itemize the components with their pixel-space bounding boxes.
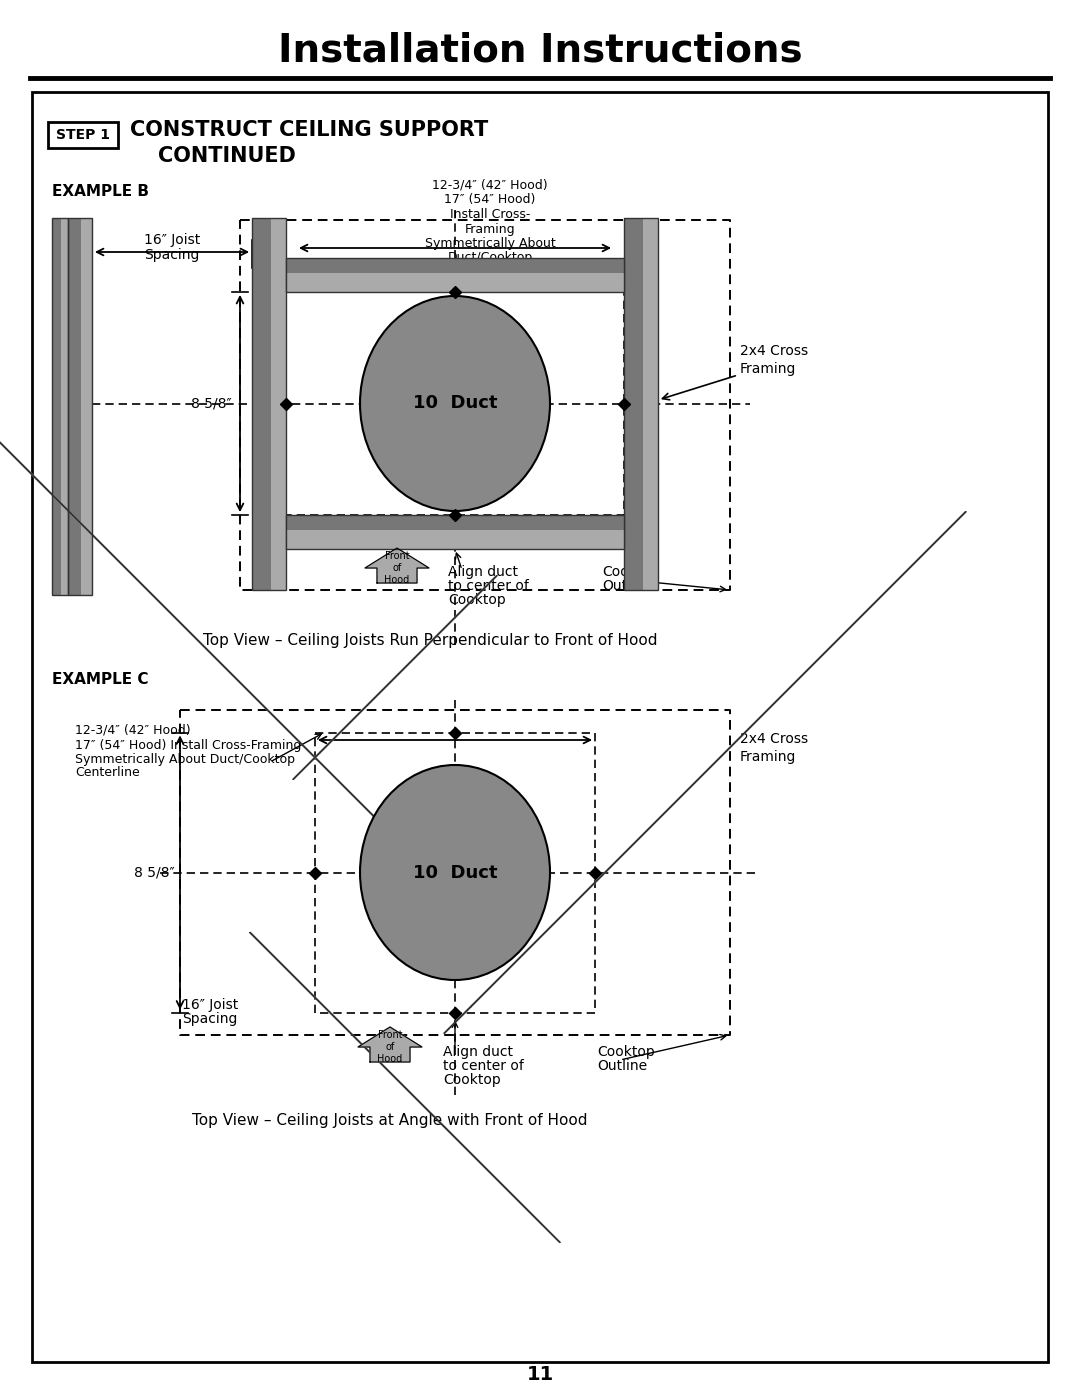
Bar <box>68 218 92 595</box>
Text: Symmetrically About: Symmetrically About <box>424 236 555 250</box>
Text: STEP 1: STEP 1 <box>56 129 110 142</box>
Bar <box>48 122 118 148</box>
Polygon shape <box>0 434 461 904</box>
Polygon shape <box>251 933 542 1225</box>
Text: Duct/Cooktop: Duct/Cooktop <box>447 250 532 264</box>
Text: Cooktop: Cooktop <box>443 1073 501 1087</box>
Ellipse shape <box>360 766 550 981</box>
Text: Spacing: Spacing <box>183 1011 238 1025</box>
Bar <box>252 218 286 590</box>
Ellipse shape <box>360 296 550 511</box>
Polygon shape <box>365 548 429 583</box>
Bar <box>286 515 624 549</box>
Text: Outline: Outline <box>602 578 652 592</box>
Bar <box>271 218 286 590</box>
Polygon shape <box>461 511 966 1016</box>
Text: to center of: to center of <box>448 578 529 592</box>
Bar <box>286 274 624 292</box>
Text: Cooktop: Cooktop <box>597 1045 654 1059</box>
Text: 8 5/8″: 8 5/8″ <box>134 866 175 880</box>
Text: Install Cross-: Install Cross- <box>449 208 530 222</box>
Text: Symmetrically About Duct/Cooktop: Symmetrically About Duct/Cooktop <box>75 753 295 766</box>
Text: Installation Instructions: Installation Instructions <box>278 31 802 68</box>
Text: Align duct: Align duct <box>443 1045 513 1059</box>
Text: 11: 11 <box>526 1365 554 1384</box>
Polygon shape <box>444 511 966 1034</box>
Text: 16″ Joist: 16″ Joist <box>181 997 238 1011</box>
Text: Centerline: Centerline <box>458 264 523 278</box>
Bar <box>81 218 92 595</box>
Text: Cooktop: Cooktop <box>602 564 660 578</box>
Text: EXAMPLE C: EXAMPLE C <box>52 672 149 687</box>
Text: 12-3/4″ (42″ Hood): 12-3/4″ (42″ Hood) <box>75 724 191 736</box>
Bar <box>60 218 68 595</box>
Bar <box>286 258 624 274</box>
Text: Top View – Ceiling Joists Run Perpendicular to Front of Hood: Top View – Ceiling Joists Run Perpendicu… <box>203 633 658 647</box>
Text: CONSTRUCT CEILING SUPPORT: CONSTRUCT CEILING SUPPORT <box>130 120 488 140</box>
Bar <box>68 218 81 595</box>
Text: Framing: Framing <box>464 222 515 236</box>
Text: 10  Duct: 10 Duct <box>413 394 497 412</box>
Polygon shape <box>311 576 497 761</box>
Bar <box>286 531 624 549</box>
Text: Spacing: Spacing <box>145 249 200 263</box>
Text: Outline: Outline <box>597 1059 647 1073</box>
Text: EXAMPLE B: EXAMPLE B <box>52 184 149 200</box>
Text: Cooktop: Cooktop <box>448 592 505 608</box>
Text: to center of: to center of <box>443 1059 524 1073</box>
Text: 16″ Joist: 16″ Joist <box>144 233 200 247</box>
Text: 2x4 Cross
Framing: 2x4 Cross Framing <box>740 732 808 764</box>
Text: 8 5/8″: 8 5/8″ <box>191 397 232 411</box>
Text: 12-3/4″ (42″ Hood): 12-3/4″ (42″ Hood) <box>432 179 548 191</box>
Bar <box>286 258 624 292</box>
Bar <box>52 218 60 595</box>
Polygon shape <box>251 933 559 1242</box>
Bar <box>252 218 271 590</box>
Text: Front
of
Hood: Front of Hood <box>377 1031 403 1063</box>
Polygon shape <box>293 576 497 780</box>
Text: 2x4 Cross
Framing: 2x4 Cross Framing <box>740 344 808 376</box>
Bar <box>52 218 68 595</box>
Bar <box>286 515 624 531</box>
Text: 17″ (54″ Hood) Install Cross-Framing: 17″ (54″ Hood) Install Cross-Framing <box>75 739 301 752</box>
Polygon shape <box>0 434 478 921</box>
Bar <box>624 218 643 590</box>
Bar <box>624 218 658 590</box>
Text: CONTINUED: CONTINUED <box>158 147 296 166</box>
Text: Centerline: Centerline <box>75 767 139 780</box>
Text: 10  Duct: 10 Duct <box>413 863 497 882</box>
Text: Align duct: Align duct <box>448 564 518 578</box>
Bar <box>643 218 658 590</box>
Text: Front
of
Hood: Front of Hood <box>384 552 409 584</box>
Polygon shape <box>357 1027 422 1062</box>
Text: 17″ (54″ Hood): 17″ (54″ Hood) <box>444 194 536 207</box>
Text: Top View – Ceiling Joists at Angle with Front of Hood: Top View – Ceiling Joists at Angle with … <box>192 1112 588 1127</box>
